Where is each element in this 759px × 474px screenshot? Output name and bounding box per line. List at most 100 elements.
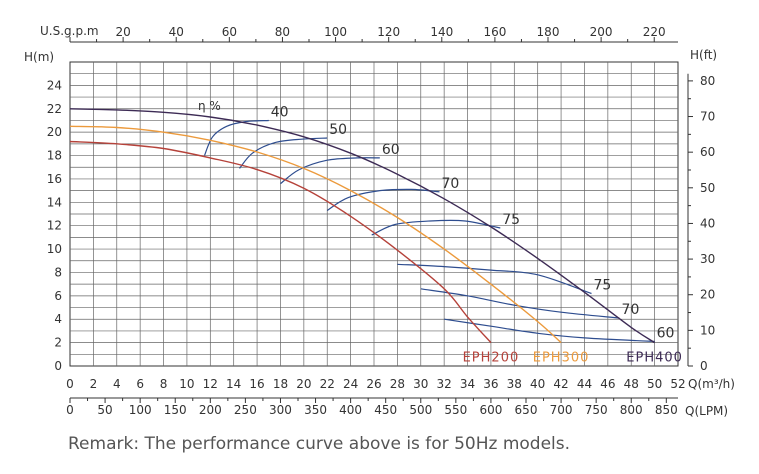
x-tick-label: 6	[136, 377, 144, 391]
y-tick-label: 4	[54, 312, 62, 326]
x-tick-label: 32	[437, 377, 452, 391]
top-tick-label: 120	[377, 25, 400, 39]
x-tick-label: 50	[647, 377, 662, 391]
efficiency-curve	[203, 119, 269, 156]
y-tick-label: 16	[47, 172, 62, 186]
right-axis-label: H(ft)	[690, 48, 717, 62]
x-tick-label: 38	[507, 377, 522, 391]
efficiency-curves: 40 50 60 70 75 75 70 60	[203, 104, 675, 342]
top-tick-label: 160	[483, 25, 506, 39]
x-tick-label: 0	[66, 377, 74, 391]
efficiency-label: 75	[593, 278, 611, 294]
efficiency-label: 60	[382, 142, 400, 158]
lpm-tick-label: 500	[409, 403, 432, 417]
x-tick-label: 40	[530, 377, 545, 391]
lpm-tick-label: 450	[374, 403, 397, 417]
right-tick-label: 0	[700, 359, 708, 373]
y-tick-label: 22	[47, 102, 62, 116]
x-tick-label: 14	[226, 377, 241, 391]
top-tick-label: 60	[222, 25, 237, 39]
y-tick-label: 10	[47, 242, 62, 256]
series-label: EPH300	[533, 350, 590, 365]
series-line	[69, 140, 492, 344]
efficiency-symbol: η %	[198, 99, 221, 113]
x-tick-label: 44	[577, 377, 592, 391]
lpm-tick-label: 700	[550, 403, 573, 417]
top-tick-label: 180	[537, 25, 560, 39]
x-tick-label: 52	[670, 377, 685, 391]
x-tick-label: 2	[90, 377, 98, 391]
x-tick-label: 42	[553, 377, 568, 391]
x-tick-label: 20	[296, 377, 311, 391]
x-tick-label: 24	[343, 377, 358, 391]
top-tick-label: 20	[115, 25, 130, 39]
lpm-tick-label: 550	[444, 403, 467, 417]
right-tick-label: 30	[700, 252, 715, 266]
x-tick-label: 46	[600, 377, 615, 391]
efficiency-curve	[397, 263, 592, 295]
left-axis-label: H(m)	[24, 50, 54, 64]
series-label: EPH400	[626, 350, 683, 365]
efficiency-curve	[444, 318, 655, 342]
x-tick-label: 48	[624, 377, 639, 391]
y-tick-label: 8	[54, 265, 62, 279]
x-tick-label: 28	[390, 377, 405, 391]
x-tick-label: 30	[413, 377, 428, 391]
x-tick-label: 22	[320, 377, 335, 391]
efficiency-label: 75	[502, 212, 520, 228]
y-tick-label: 0	[54, 359, 62, 373]
x-tick-label: 16	[249, 377, 264, 391]
remark-text: Remark: The performance curve above is f…	[68, 434, 570, 454]
x-tick-label: 18	[273, 377, 288, 391]
efficiency-label: 50	[329, 122, 347, 138]
lpm-tick-label: 200	[199, 403, 222, 417]
x-tick-label: 10	[179, 377, 194, 391]
series-label: EPH200	[463, 350, 520, 365]
top-tick-label: 220	[643, 25, 666, 39]
efficiency-curve	[371, 219, 501, 236]
y-tick-label: 12	[47, 219, 62, 233]
top-tick-label: 40	[169, 25, 184, 39]
lpm-axis: 0 50 100 150 200 250 300 350 400 450 500 550 600 650 7…	[66, 397, 678, 417]
x-tick-label: 8	[160, 377, 168, 391]
x-tick-label: 12	[203, 377, 218, 391]
lpm-tick-label: 400	[339, 403, 362, 417]
lpm-tick-label: 0	[66, 403, 74, 417]
right-tick-label: 50	[700, 181, 715, 195]
series-line	[69, 108, 655, 344]
lpm-tick-label: 850	[655, 403, 678, 417]
x-tick-label: 34	[460, 377, 475, 391]
y-tick-label: 20	[47, 125, 62, 139]
lpm-tick-label: 300	[269, 403, 292, 417]
series-line	[69, 125, 562, 344]
efficiency-label: 60	[657, 325, 675, 341]
efficiency-curve	[420, 288, 620, 319]
x-tick-label: 36	[483, 377, 498, 391]
top-axis-label: U.S.g.p.m	[40, 24, 99, 38]
right-tick-label: 60	[700, 145, 715, 159]
right-tick-label: 40	[700, 216, 715, 230]
efficiency-curve	[326, 188, 440, 212]
right-tick-label: 70	[700, 110, 715, 124]
lpm-tick-label: 250	[234, 403, 257, 417]
efficiency-curve	[280, 157, 380, 185]
efficiency-label: 70	[441, 176, 459, 192]
right-tick-label: 80	[700, 74, 715, 88]
lpm-tick-label: 750	[585, 403, 608, 417]
lpm-axis-label: Q(LPM)	[685, 404, 728, 418]
lpm-tick-label: 100	[129, 403, 152, 417]
lpm-tick-label: 650	[515, 403, 538, 417]
grid	[69, 61, 679, 367]
right-axis: 0 10 20 30 40 50 60 70 80	[687, 73, 715, 373]
y-tick-label: 14	[47, 195, 62, 209]
y-tick-label: 18	[47, 149, 62, 163]
lpm-tick-label: 800	[620, 403, 643, 417]
efficiency-label: 70	[622, 302, 640, 318]
lpm-tick-label: 150	[164, 403, 187, 417]
y-tick-label: 6	[54, 289, 62, 303]
efficiency-label: 40	[271, 104, 289, 120]
top-tick-label: 100	[324, 25, 347, 39]
pump-series: EPH200 EPH300 EPH400	[69, 108, 683, 365]
